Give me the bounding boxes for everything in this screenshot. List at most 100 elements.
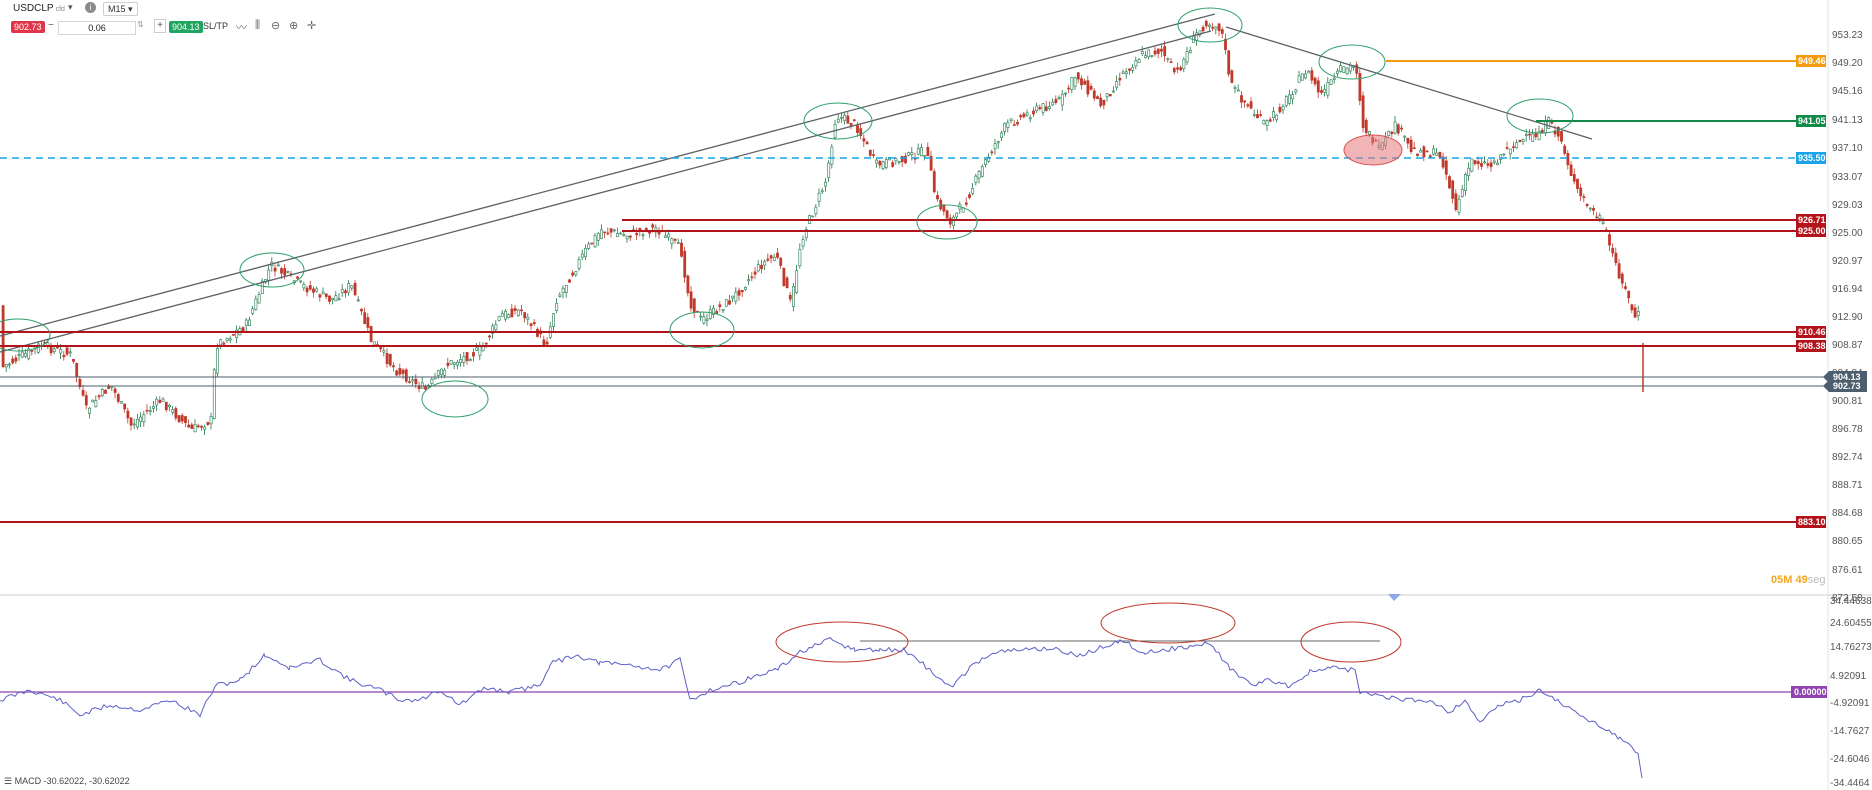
candle-body [1534,132,1538,138]
macd-axis[interactable]: 34.44638 24.60455 14.76273 4.92091 -4.92091 -… [1791,596,1872,789]
annotation-ellipse[interactable] [1506,98,1574,134]
candle-body [411,379,415,382]
candle-body [244,319,248,326]
level-price-tag[interactable] [1796,340,1826,352]
level-price-tag[interactable] [1796,326,1826,338]
annotation-ellipse[interactable] [669,311,735,349]
price-axis-label: 937.10 [1832,143,1863,154]
candle-body [203,426,207,430]
candle-body [977,171,981,179]
candle-body [1537,131,1541,141]
candle-body [280,268,283,274]
level-price-tag[interactable] [1796,55,1826,67]
quantity-stepper-icon[interactable]: ⇅ [137,20,144,29]
candle-body [990,151,994,154]
candle-body [513,308,517,311]
candle-body [689,291,693,309]
level-price-tag[interactable] [1796,516,1826,528]
candle-body [1060,93,1064,106]
candle-body [216,347,219,374]
candle-body [1003,123,1007,132]
buy-price-button[interactable]: 904.13 [169,21,203,33]
candle-body [1054,98,1058,103]
candle-body [1092,90,1096,99]
candle-body [545,341,549,345]
candle-body [462,356,466,363]
annotation-ellipse[interactable] [1318,44,1386,80]
annotation-ellipse-highlight[interactable] [1343,134,1403,166]
candle-body [1246,104,1250,107]
candle-body [878,160,882,166]
macd-axis-label: -34.4464 [1830,778,1870,789]
price-axis-label: 916.94 [1832,284,1863,295]
candle-body [1169,61,1173,64]
sell-price-button[interactable]: 902.73 [11,21,45,33]
candle-body [283,268,287,276]
trendline-lower[interactable] [0,30,1212,353]
dropdown-caret-icon[interactable]: ▾ [68,2,73,12]
macd-legend-text: MACD -30.62022, -30.62022 [14,776,130,786]
symbol-selector[interactable]: USDCLP cfd [13,3,65,14]
quantity-input[interactable]: 0.06 [58,21,136,35]
candle-body [78,378,82,388]
candle-body [884,159,888,168]
candle-body [1512,146,1515,148]
collapse-icon[interactable]: ☰ [4,776,13,786]
line-chart-icon[interactable]: 〰 [236,22,247,34]
candle-body [395,370,399,376]
candle-body [1323,89,1327,93]
candle-body [1412,147,1416,150]
candle-body [414,378,418,385]
candle-body [196,425,200,428]
zoom-in-icon[interactable]: ⊕ [289,20,299,32]
macd-annotation-ellipse[interactable] [1100,602,1236,644]
candle-body [388,354,392,366]
macd-annotation-ellipse[interactable] [1300,621,1402,663]
annotation-ellipse[interactable] [1177,7,1243,43]
quantity-decrease-button[interactable]: − [48,20,54,31]
annotation-ellipse[interactable] [916,204,978,240]
candle-body [1236,89,1240,92]
trendline-upper[interactable] [0,13,1216,337]
candle-body [334,295,338,302]
price-axis[interactable]: 953.23 949.20 945.16 941.13 937.10 933.07 929.… [1832,30,1863,604]
info-icon[interactable]: i [85,2,96,13]
candle-body [625,235,629,240]
candle-body [1252,114,1256,116]
crosshair-icon[interactable]: ✛ [307,20,317,32]
level-price-tag[interactable] [1796,152,1826,164]
timeframe-selector[interactable]: M15 ▾ [103,2,138,16]
candle-body [891,162,895,167]
candle-body [1067,87,1071,90]
sltp-button[interactable]: SL/TP [203,21,229,31]
candle-body [1188,50,1192,54]
level-price-tag-label: 949.46 [1798,56,1826,66]
candlestick-icon[interactable]: ⫼ [255,19,261,31]
annotation-ellipse[interactable] [239,252,305,288]
candle-body [827,162,831,178]
level-price-tag[interactable] [1796,225,1826,237]
candle-body [494,324,498,331]
candle-body [408,381,411,383]
candle-body [52,348,56,353]
macd-annotation-ellipse[interactable] [775,621,909,663]
macd-zero-tag [1791,686,1827,698]
candle-body [302,284,306,289]
candle-body [788,294,792,300]
level-price-tag[interactable] [1796,115,1826,127]
quantity-increase-button[interactable]: + [154,19,166,33]
annotation-ellipse[interactable] [421,380,489,418]
trendline-descending[interactable] [1225,26,1593,140]
candle-body [929,155,933,171]
annotation-ellipse[interactable] [0,318,51,352]
zoom-out-icon[interactable]: ⊖ [271,20,281,32]
macd-legend[interactable]: ☰ MACD -30.62022, -30.62022 [4,776,130,787]
candle-body [142,414,146,423]
annotation-ellipse[interactable] [803,102,873,140]
candle-body [1035,105,1039,112]
pane-resize-handle-icon[interactable] [1388,594,1401,601]
candle-body [1307,71,1311,74]
candle-body [1425,150,1429,153]
level-price-tag[interactable] [1796,214,1826,226]
